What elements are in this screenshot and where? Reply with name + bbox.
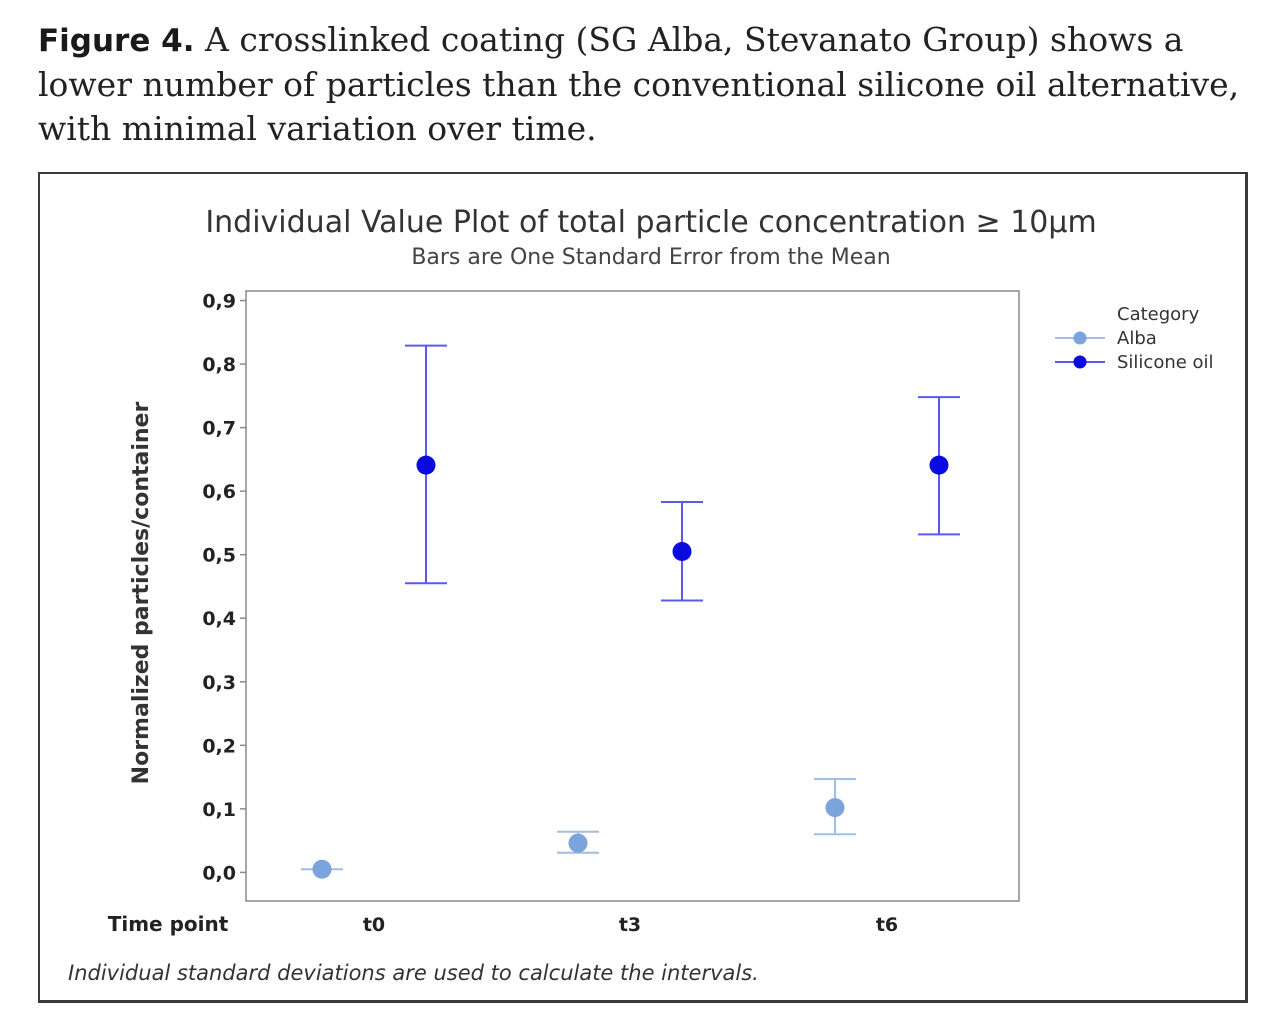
y-tick-label: 0,4 [202,608,236,630]
y-tick-label: 0,1 [202,799,236,821]
plot-area [245,290,1020,902]
y-tick-label: 0,6 [202,481,236,503]
chart-title: Individual Value Plot of total particle … [205,205,1096,240]
x-tick-label: t0 [363,914,385,936]
data-point [825,798,845,818]
series-silicone-oil [405,344,960,602]
y-tick-label: 0,3 [202,672,236,694]
data-marks [301,344,960,879]
data-point [416,455,436,475]
x-tick-label: t6 [876,914,898,936]
x-tick-label: t3 [619,914,641,936]
legend-marker [1073,331,1087,345]
y-axis: 0,0 0,1 0,2 0,3 0,4 0,5 0,6 0,7 0,8 0,9 [202,291,246,884]
legend-title: Category [1117,304,1200,325]
x-axis: t0 t3 t6 [363,914,898,936]
legend-marker [1073,355,1087,369]
chart-subtitle: Bars are One Standard Error from the Mea… [411,245,890,270]
data-point [568,833,588,853]
chart-footnote: Individual standard deviations are used … [68,961,759,985]
x-axis-label: Time point [108,912,229,936]
y-tick-label: 0,8 [202,354,236,376]
data-point [672,542,692,562]
y-tick-label: 0,0 [202,862,236,884]
figure-label: Figure 4. [38,23,195,59]
data-point [929,455,949,475]
y-tick-label: 0,9 [202,291,236,313]
figure-caption-text: A crosslinked coating (SG Alba, Stevanat… [38,20,1240,148]
y-tick-label: 0,7 [202,418,236,440]
legend-label: Alba [1117,328,1157,349]
y-axis-label: Normalized particles/container [129,402,154,785]
y-tick-label: 0,5 [202,545,236,567]
chart-frame [38,172,1248,1003]
data-point [312,859,332,879]
y-tick-label: 0,2 [202,735,236,757]
legend-label: Silicone oil [1117,352,1214,373]
figure-caption: Figure 4. A crosslinked coating (SG Alba… [38,18,1248,151]
legend: Category Alba Silicone oil [1055,304,1214,373]
series-alba [301,778,856,879]
